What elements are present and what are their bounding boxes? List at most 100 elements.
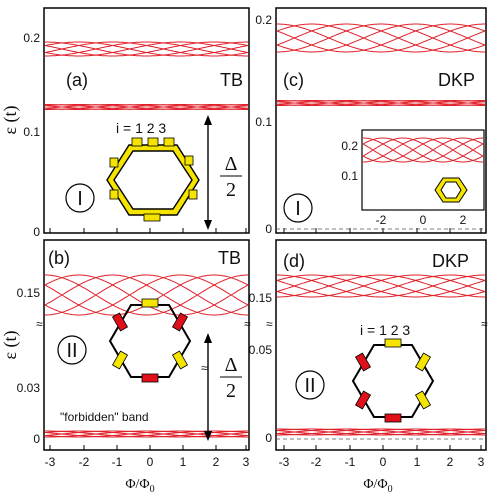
regime-label-a: I: [77, 188, 83, 210]
ytick-c-0.1: 0.1: [255, 115, 272, 129]
panel-a-upper-curve-5: [44, 41, 249, 57]
x-axis-title-right-sub: 0: [388, 484, 393, 495]
panel-a-upper-curve-3: [44, 41, 249, 57]
xtick-d-2: -1: [345, 455, 356, 469]
panel-b-lower-curve-5: [44, 430, 249, 438]
panel-a-lower-curve-6: [44, 104, 249, 110]
gap-arrow-b-head-top: [204, 333, 212, 343]
panel-a-upper-curve-1: [45, 41, 248, 57]
ytick-b-0.03: 0.03: [17, 381, 41, 395]
gap-arrow-a-head-top: [204, 115, 212, 125]
panel-c-upper-curve-4: [277, 23, 485, 53]
xtick-b-2: -1: [112, 455, 123, 469]
contact-a-4: [184, 155, 194, 166]
panel-a-frame: [43, 7, 250, 234]
x-tick-labels-left: -3 -2 -1 0 1 2 3: [45, 455, 250, 469]
inset-ytick-0.1: 0.1: [341, 169, 358, 183]
xtick-b-0: -3: [45, 455, 56, 469]
xtick-b-1: -2: [79, 455, 90, 469]
panel-d-curves: [276, 274, 486, 436]
contact-a-6: [143, 213, 161, 222]
contact-a-1: [131, 137, 143, 147]
gap-arrow-b-break: ≈: [201, 361, 208, 375]
ytick-d-0.05: 0.05: [249, 343, 273, 357]
regime-circle-a: [65, 183, 95, 213]
inset-hex-inner: [440, 181, 462, 199]
panel-c-lower-curve-6: [276, 100, 486, 106]
panel-b-upper-curve-6: [44, 274, 249, 316]
x-axis-title-left: Φ/Φ0: [125, 477, 154, 495]
xtick-d-3: 0: [380, 455, 387, 469]
regime-circle-b: [57, 335, 87, 365]
xtick-d-4: 1: [414, 455, 421, 469]
regime-label-d: II: [304, 375, 315, 397]
panel-label-b: (b): [48, 248, 70, 268]
method-label-b: TB: [218, 248, 241, 268]
contact-b-left-bottom: [111, 350, 129, 370]
contact-d-top: [384, 338, 402, 348]
panel-label-c: (c): [283, 70, 304, 90]
panel-b-upper-curve-5: [44, 274, 249, 316]
inset-c-curves: [362, 137, 484, 163]
method-label-c: DKP: [438, 70, 475, 90]
x-tick-labels-right: -3 -2 -1 0 1 2 3: [279, 455, 485, 469]
index-label-a: i = 1 2 3: [116, 120, 166, 136]
xtick-b-5: 2: [213, 455, 220, 469]
panel-b-frame: [43, 239, 250, 451]
contact-a-7: [109, 189, 119, 200]
contact-d-left-top: [354, 352, 372, 372]
x-axis-title-right-main: Φ/Φ: [363, 477, 387, 492]
panel-d-upper-curve-4: [277, 274, 485, 298]
panel-d-upper-curve-6: [276, 274, 486, 298]
axis-break-d-right: ≈: [481, 317, 488, 331]
x-axis-title-right: Φ/Φ0: [363, 477, 392, 495]
xtick-b-4: 1: [180, 455, 187, 469]
method-label-a: TB: [220, 70, 243, 90]
forbidden-band-label: "forbidden" band: [60, 410, 149, 424]
ring-diagram-b: [108, 298, 192, 383]
panel-b-upper-curve-2: [44, 274, 249, 316]
panel-c-upper-curve-5: [276, 23, 486, 53]
contact-b-top: [141, 298, 159, 308]
contact-b-bottom: [141, 373, 159, 383]
ring-a-inner: [113, 150, 193, 210]
panel-a-upper-curve-6: [44, 41, 249, 57]
gap-arrow-b-head-bottom: [204, 431, 212, 441]
panel-d-upper-curve-1: [277, 274, 485, 298]
panel-d-upper-curve-5: [276, 274, 486, 298]
ring-d: [351, 344, 435, 418]
y-axis-title-top: ε (t): [0, 105, 21, 134]
ring-b: [108, 304, 192, 378]
ring-diagram-a: [106, 137, 200, 222]
ytick-a-0.2: 0.2: [23, 31, 40, 45]
y-axis-title-bottom: ε (t): [0, 330, 21, 359]
inset-ytick-0.2: 0.2: [341, 139, 358, 153]
xtick-b-3: 0: [147, 455, 154, 469]
panel-d-upper-curve-2: [276, 274, 486, 298]
xtick-d-1: -2: [311, 455, 322, 469]
regime-circle-d: [295, 370, 325, 400]
contact-d-right-top: [414, 352, 432, 372]
panel-d-lower-curve-5: [276, 428, 486, 436]
contact-b-right-top: [171, 312, 189, 332]
regime-circle-c: [283, 193, 313, 223]
panel-b-upper-curve-4: [45, 274, 248, 316]
inset-c-hexagon: [434, 177, 468, 203]
inset-c-curve-6: [362, 137, 484, 163]
axis-break-b-right: ≈: [244, 317, 251, 331]
xtick-d-6: 3: [478, 455, 485, 469]
panel-c-upper-curve-3: [276, 23, 486, 53]
contact-b-right-bottom: [171, 350, 189, 370]
contact-a-8: [109, 157, 119, 168]
ytick-d-0.15: 0.15: [249, 291, 273, 305]
xtick-d-5: 2: [447, 455, 454, 469]
contact-b-left-top: [111, 312, 129, 332]
ring-diagram-d: [351, 338, 435, 423]
contact-d-left-bottom: [354, 390, 372, 410]
gap-label-b-delta: Δ: [225, 354, 238, 376]
panel-c-upper-curve-6: [276, 23, 486, 53]
ytick-c-0.2: 0.2: [255, 13, 272, 27]
ytick-d-0: 0: [265, 431, 272, 445]
inset-xtick-0: 0: [420, 213, 427, 227]
